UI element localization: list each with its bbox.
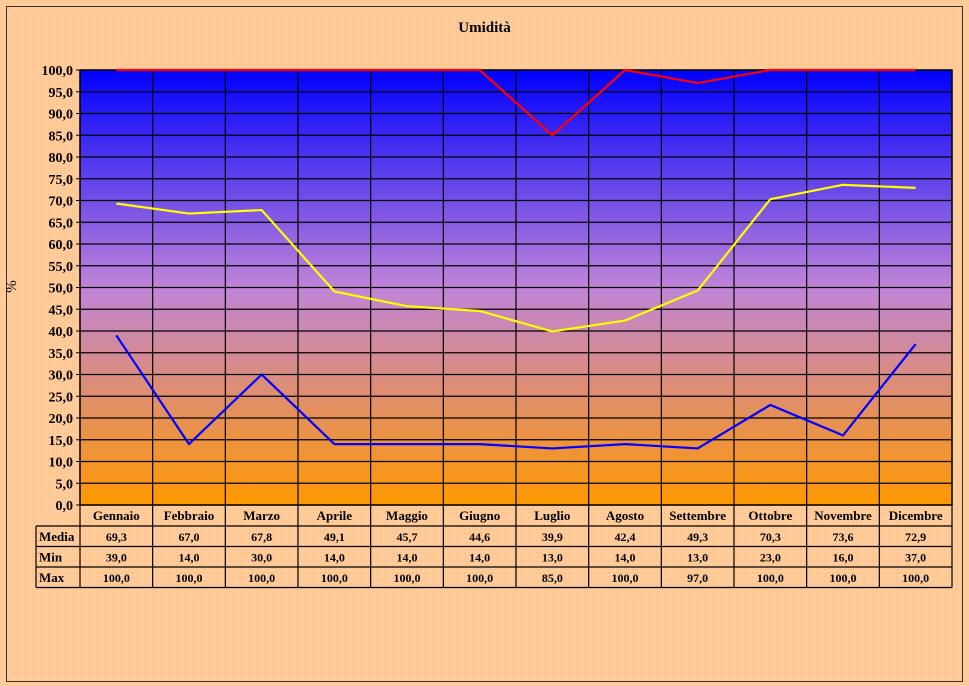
table-cell: 45,7 <box>397 530 418 544</box>
table-cell: 14,0 <box>397 551 418 565</box>
data-table: Gennaio Febbraio Marzo Aprile Maggio Giugno Lu… <box>35 508 952 589</box>
table-cell: 85,0 <box>542 571 563 585</box>
y-tick-label: 70,0 <box>49 195 74 210</box>
table-cell: 49,3 <box>687 530 708 544</box>
y-tick-label: 10,0 <box>49 456 74 471</box>
table-cell: 13,0 <box>542 551 563 565</box>
table-cell: 72,9 <box>905 530 926 544</box>
series-line-max <box>116 68 916 137</box>
y-tick-label: 75,0 <box>49 173 74 188</box>
table-cell: 100,0 <box>902 571 929 585</box>
table-cell: 100,0 <box>612 571 639 585</box>
table-cell: 42,4 <box>615 530 636 544</box>
y-tick-label: 50,0 <box>49 282 74 297</box>
x-tick-label: Novembre <box>814 508 872 523</box>
series-lines <box>115 68 917 450</box>
y-tick-labels: 0,0 5,0 10,0 15,0 20,0 25,0 30,0 35,0 40,0 45,0 50… <box>42 64 74 514</box>
table-cell: 100,0 <box>248 571 275 585</box>
x-tick-label: Marzo <box>243 508 280 523</box>
table-row-label: Max <box>39 570 65 585</box>
series-line-media <box>116 183 916 333</box>
x-tick-label: Febbraio <box>164 508 215 523</box>
grid-lines <box>76 69 953 588</box>
y-tick-label: 60,0 <box>49 238 74 253</box>
y-tick-label: 80,0 <box>49 151 74 166</box>
y-tick-label: 40,0 <box>49 325 74 340</box>
table-cell: 49,1 <box>324 530 345 544</box>
x-tick-label: Ottobre <box>748 508 792 523</box>
series-line-min <box>115 334 917 450</box>
table-cell: 100,0 <box>830 571 857 585</box>
y-tick-label: 100,0 <box>42 64 74 79</box>
table-cell: 100,0 <box>176 571 203 585</box>
x-tick-label: Dicembre <box>889 508 943 523</box>
y-tick-label: 5,0 <box>56 477 74 492</box>
table-cell: 14,0 <box>179 551 200 565</box>
x-tick-label: Settembre <box>669 508 726 523</box>
table-cell: 14,0 <box>324 551 345 565</box>
y-tick-label: 55,0 <box>49 260 74 275</box>
y-tick-label: 25,0 <box>49 390 74 405</box>
table-cell: 100,0 <box>757 571 784 585</box>
chart-title: Umidità <box>458 20 511 36</box>
table-cell: 39,0 <box>106 551 127 565</box>
y-tick-label: 35,0 <box>49 347 74 362</box>
x-tick-label: Agosto <box>606 508 644 523</box>
table-cell: 100,0 <box>466 571 493 585</box>
table-cell: 13,0 <box>687 551 708 565</box>
table-cell: 16,0 <box>833 551 854 565</box>
x-tick-label: Luglio <box>534 508 570 523</box>
table-cell: 14,0 <box>469 551 490 565</box>
table-row-label: Media <box>39 529 75 544</box>
y-tick-label: 0,0 <box>56 499 74 514</box>
x-tick-label: Aprile <box>317 508 353 523</box>
table-cell: 73,6 <box>833 530 854 544</box>
table-cell: 23,0 <box>760 551 781 565</box>
table-cell: 30,0 <box>251 551 272 565</box>
table-cell: 100,0 <box>321 571 348 585</box>
table-cell: 44,6 <box>469 530 490 544</box>
x-tick-label: Giugno <box>459 508 500 523</box>
y-tick-label: 20,0 <box>49 412 74 427</box>
table-cell: 14,0 <box>615 551 636 565</box>
table-cell: 100,0 <box>394 571 421 585</box>
y-tick-label: 65,0 <box>49 216 74 231</box>
x-tick-label: Maggio <box>386 508 428 523</box>
y-tick-label: 90,0 <box>49 108 74 123</box>
x-tick-label: Gennaio <box>93 508 140 523</box>
table-cell: 97,0 <box>687 571 708 585</box>
y-tick-label: 85,0 <box>49 129 74 144</box>
y-tick-label: 95,0 <box>49 86 74 101</box>
table-row-label: Min <box>39 550 63 565</box>
table-cell: 69,3 <box>106 530 127 544</box>
y-tick-label: 45,0 <box>49 303 74 318</box>
table-cell: 70,3 <box>760 530 781 544</box>
table-cell: 37,0 <box>905 551 926 565</box>
y-tick-label: 30,0 <box>49 369 74 384</box>
table-cell: 39,9 <box>542 530 563 544</box>
table-cell: 100,0 <box>103 571 130 585</box>
table-cell: 67,0 <box>179 530 200 544</box>
table-cell: 67,8 <box>251 530 272 544</box>
y-tick-label: 15,0 <box>49 434 74 449</box>
